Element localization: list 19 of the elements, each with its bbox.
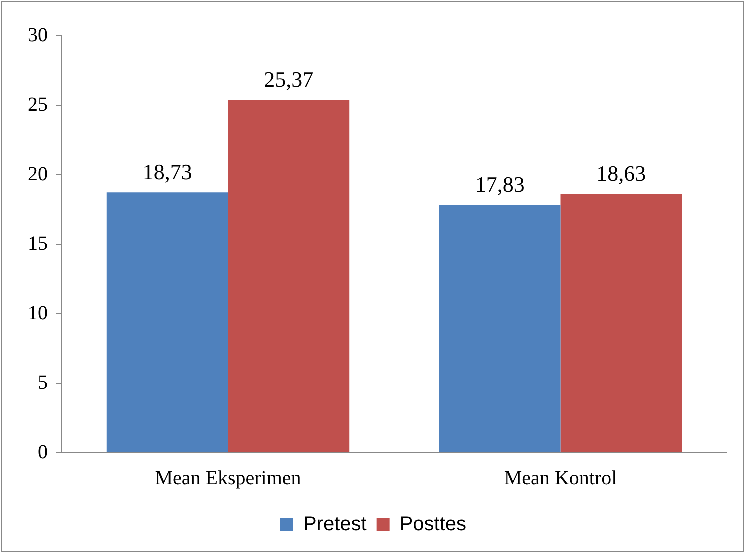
x-tick-label: Mean Eksperimen bbox=[155, 467, 302, 490]
data-label: 18,73 bbox=[142, 159, 192, 184]
data-label: 17,83 bbox=[475, 172, 525, 197]
legend-label: Pretest bbox=[303, 514, 368, 536]
y-tick-label: 25 bbox=[28, 94, 48, 116]
legend-label: Posttes bbox=[400, 514, 467, 536]
y-tick-label: 30 bbox=[28, 24, 48, 46]
y-tick-label: 15 bbox=[28, 232, 48, 255]
y-tick-label: 0 bbox=[38, 441, 48, 464]
data-label: 18,63 bbox=[596, 160, 646, 186]
y-tick-label: 20 bbox=[28, 163, 48, 186]
y-tick-label: 5 bbox=[38, 372, 48, 394]
data-label: 25,37 bbox=[264, 67, 314, 92]
y-tick-label: 10 bbox=[28, 302, 48, 324]
bar bbox=[106, 192, 228, 452]
bar bbox=[560, 194, 682, 452]
bar bbox=[439, 205, 561, 452]
x-tick-label: Mean Kontrol bbox=[504, 467, 618, 490]
bar bbox=[228, 100, 350, 452]
